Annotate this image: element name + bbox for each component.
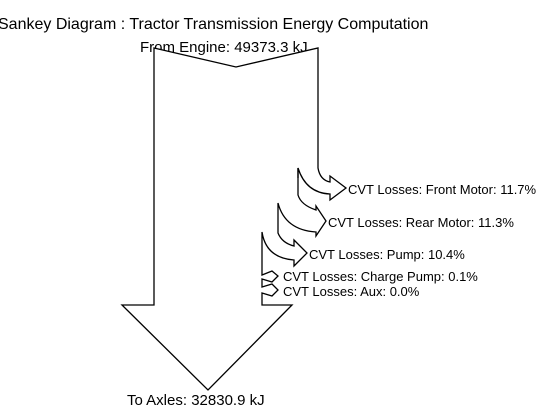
- loss-label-aux: CVT Losses: Aux: 0.0%: [283, 284, 420, 299]
- loss-label-charge-pump: CVT Losses: Charge Pump: 0.1%: [283, 269, 478, 284]
- loss-label-front-motor: CVT Losses: Front Motor: 11.7%: [348, 182, 537, 197]
- loss-label-pump: CVT Losses: Pump: 10.4%: [309, 247, 465, 262]
- diagram-title: Sankey Diagram : Tractor Transmission En…: [0, 16, 428, 33]
- output-flow-label: To Axles: 32830.9 kJ: [127, 392, 265, 409]
- loss-label-rear-motor: CVT Losses: Rear Motor: 11.3%: [328, 215, 514, 230]
- main-flow-arrow: [120, 47, 348, 391]
- input-flow-label: From Engine: 49373.3 kJ: [140, 39, 308, 56]
